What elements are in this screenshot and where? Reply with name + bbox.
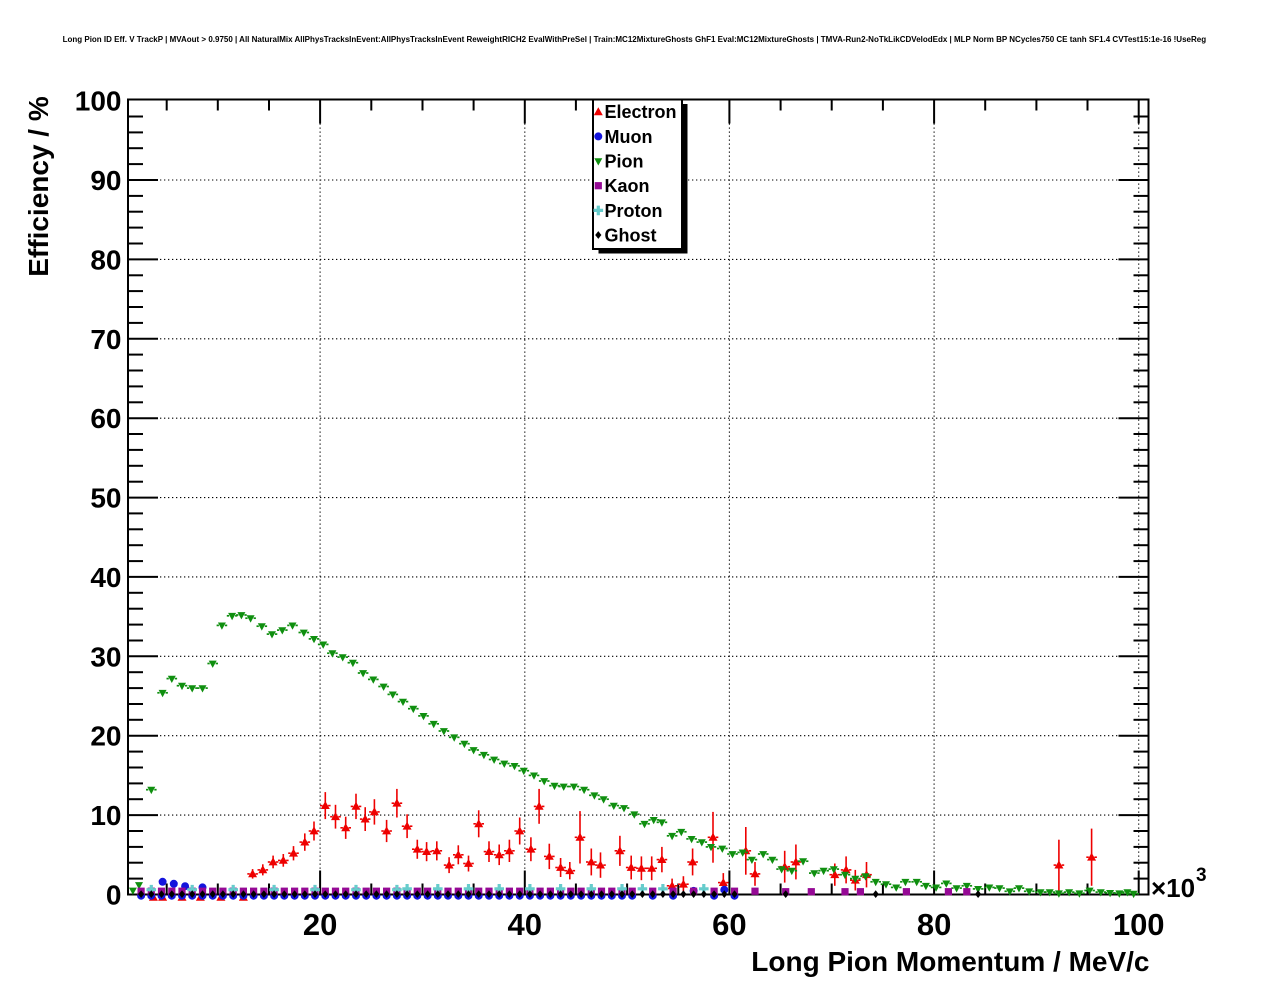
svg-text:Muon: Muon	[605, 127, 653, 147]
svg-text:40: 40	[90, 562, 121, 593]
svg-text:60: 60	[90, 403, 121, 434]
svg-text:20: 20	[90, 721, 121, 752]
svg-text:Efficiency / %: Efficiency / %	[23, 96, 54, 277]
svg-text:100: 100	[75, 86, 122, 117]
svg-text:Proton: Proton	[605, 201, 663, 221]
svg-text:Kaon: Kaon	[605, 176, 650, 196]
svg-text:Ghost: Ghost	[605, 225, 657, 245]
svg-text:0: 0	[106, 880, 122, 911]
svg-text:Long Pion ID Eff. V TrackP | M: Long Pion ID Eff. V TrackP | MVAout > 0.…	[63, 35, 1207, 44]
svg-text:10: 10	[90, 800, 121, 831]
svg-text:Pion: Pion	[605, 152, 644, 172]
svg-text:Long Pion Momentum / MeV/c: Long Pion Momentum / MeV/c	[751, 946, 1149, 977]
svg-text:100: 100	[1113, 907, 1165, 942]
svg-text:70: 70	[90, 324, 121, 355]
svg-text:20: 20	[303, 907, 337, 942]
svg-text:80: 80	[90, 244, 121, 275]
svg-text:60: 60	[712, 907, 746, 942]
svg-text:40: 40	[508, 907, 542, 942]
svg-text:90: 90	[90, 165, 121, 196]
svg-text:30: 30	[90, 641, 121, 672]
svg-text:3: 3	[1196, 865, 1207, 886]
svg-text:×10: ×10	[1151, 873, 1195, 903]
svg-text:80: 80	[917, 907, 951, 942]
svg-text:Electron: Electron	[605, 102, 677, 122]
svg-text:50: 50	[90, 483, 121, 514]
